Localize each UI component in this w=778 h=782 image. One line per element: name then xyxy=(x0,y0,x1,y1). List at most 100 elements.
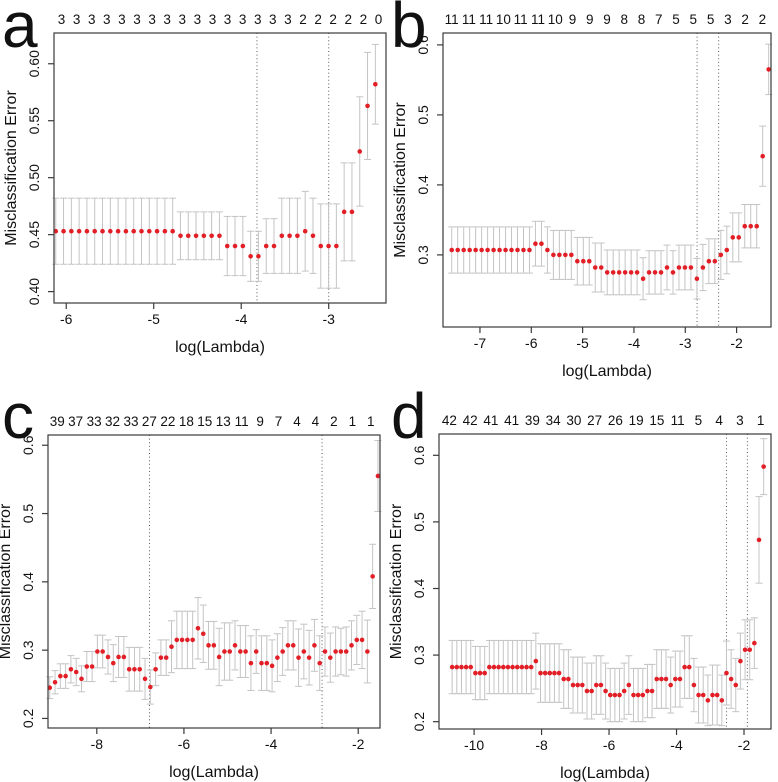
cv-point xyxy=(76,228,82,234)
x-tick-label: -4 xyxy=(235,311,248,327)
cv-point xyxy=(658,270,664,275)
cv-point xyxy=(503,247,508,253)
cv-point xyxy=(357,149,363,154)
cv-point xyxy=(373,81,378,87)
cv-point xyxy=(485,247,490,253)
x-tick-label: -8 xyxy=(535,737,548,753)
cv-point xyxy=(491,247,496,253)
cv-point xyxy=(105,654,111,660)
cv-point xyxy=(232,643,238,648)
cv-point xyxy=(730,235,736,240)
cv-point xyxy=(539,241,544,246)
x-tick-label: -7 xyxy=(474,335,487,351)
top-axis-count: 22 xyxy=(160,414,175,429)
top-axis-count: 11 xyxy=(462,12,476,27)
top-axis-count: 9 xyxy=(586,12,594,27)
cv-point xyxy=(497,247,502,253)
cv-point xyxy=(232,243,238,249)
top-axis-count: 19 xyxy=(629,413,644,428)
cv-point xyxy=(482,670,488,676)
cv-point xyxy=(747,647,753,653)
y-tick-label: 0.6 xyxy=(20,435,36,455)
x-axis: -6 -5 -4 -3 xyxy=(60,303,335,327)
cv-point xyxy=(200,631,206,637)
top-axis-count: 4 xyxy=(715,413,723,428)
y-tick-label: 0.2 xyxy=(411,712,427,732)
top-axis-count: 3 xyxy=(239,12,247,27)
cv-point xyxy=(663,676,669,682)
panel-c: c -8 -6 -4 -2 0.2 0.3 0.4 0.5 0.6 39 37 33 32 33 27 22 1… xyxy=(0,391,389,782)
cv-point xyxy=(519,664,525,670)
panel-d: d -10 -8 -6 -4 -2 0.2 0.3 0.4 0.5 0.6 42 42 41 41 39 34… xyxy=(389,391,778,782)
top-axis-count: 3 xyxy=(148,12,156,27)
cv-point xyxy=(468,664,474,670)
cv-point xyxy=(589,688,594,694)
panel-letter-b: b xyxy=(391,0,427,61)
panel-letter-d: d xyxy=(391,391,427,452)
cv-point xyxy=(240,243,246,249)
cv-point xyxy=(622,270,628,275)
cv-point xyxy=(521,247,526,253)
top-axis-count: 33 xyxy=(123,414,138,429)
y-tick-label: 0.5 xyxy=(20,504,36,524)
plot-box xyxy=(53,32,387,304)
cv-point xyxy=(700,265,706,270)
top-axis-count: 26 xyxy=(608,413,623,428)
cv-point xyxy=(710,692,715,698)
cv-point xyxy=(185,637,190,643)
x-axis: -7 -6 -5 -4 -3 -2 xyxy=(474,327,743,351)
top-axis-count: 30 xyxy=(566,413,581,428)
cv-point xyxy=(301,649,307,654)
cv-misclassification-plot-b: -7 -6 -5 -4 -3 -20.30.40.50.611 11 11 10 11 11 10 9 9… xyxy=(392,12,773,380)
cv-point xyxy=(146,228,152,234)
cv-point xyxy=(738,658,743,664)
cv-point xyxy=(317,660,323,666)
cv-point xyxy=(256,253,261,259)
cv-point xyxy=(365,649,370,654)
cv-point xyxy=(640,692,646,698)
y-tick-label: 0.6 xyxy=(415,35,431,55)
cv-point xyxy=(664,265,670,270)
cv-point xyxy=(449,247,455,253)
y-tick-label: 0.2 xyxy=(20,708,36,728)
cv-point xyxy=(463,664,469,670)
x-tick-label: -6 xyxy=(60,311,73,327)
cv-point xyxy=(538,670,543,676)
x-tick-label: -6 xyxy=(603,737,616,753)
top-axis-count: 10 xyxy=(496,12,511,27)
top-axis-count: 11 xyxy=(445,12,459,27)
panel-a: a -6 -5 -4 -3 0.40 0.45 0.50 0.55 0.60 3 3 3 3 3 3 3 3 3 3… xyxy=(0,0,389,391)
cv-point xyxy=(211,643,217,648)
cv-point xyxy=(110,660,116,666)
cv-misclassification-plot-d: -10 -8 -6 -4 -20.20.30.40.50.642 42 41 41 39 34 30… xyxy=(389,413,772,782)
cv-point xyxy=(719,698,725,703)
top-axis-count: 37 xyxy=(68,414,83,429)
top-axis-count: 1 xyxy=(367,414,375,429)
cv-point xyxy=(682,664,687,670)
cv-point xyxy=(677,676,683,682)
cv-point xyxy=(696,692,701,698)
cv-point xyxy=(310,233,316,239)
cv-point xyxy=(515,247,520,253)
y-tick-label: 0.55 xyxy=(26,107,42,134)
y-axis: 0.2 0.3 0.4 0.5 0.6 xyxy=(411,445,439,731)
plot-box xyxy=(438,433,772,730)
cv-point xyxy=(659,676,664,682)
cv-point xyxy=(153,666,158,672)
cv-point xyxy=(551,252,556,258)
x-axis-title: log(Lambda) xyxy=(169,764,259,781)
cv-point xyxy=(621,688,627,694)
cv-point xyxy=(162,228,168,234)
y-axis-title: Misclassification Error xyxy=(0,503,14,659)
cv-point xyxy=(634,270,640,275)
top-axis-count: 11 xyxy=(235,414,249,429)
cv-point xyxy=(158,655,164,660)
cv-point xyxy=(73,669,79,675)
cv-point xyxy=(584,688,590,694)
top-axis-count: 11 xyxy=(514,12,528,27)
cv-point xyxy=(712,258,718,264)
top-axis-count: 5 xyxy=(707,12,715,27)
y-tick-label: 0.5 xyxy=(415,105,431,125)
top-axis-count: 15 xyxy=(649,413,664,428)
